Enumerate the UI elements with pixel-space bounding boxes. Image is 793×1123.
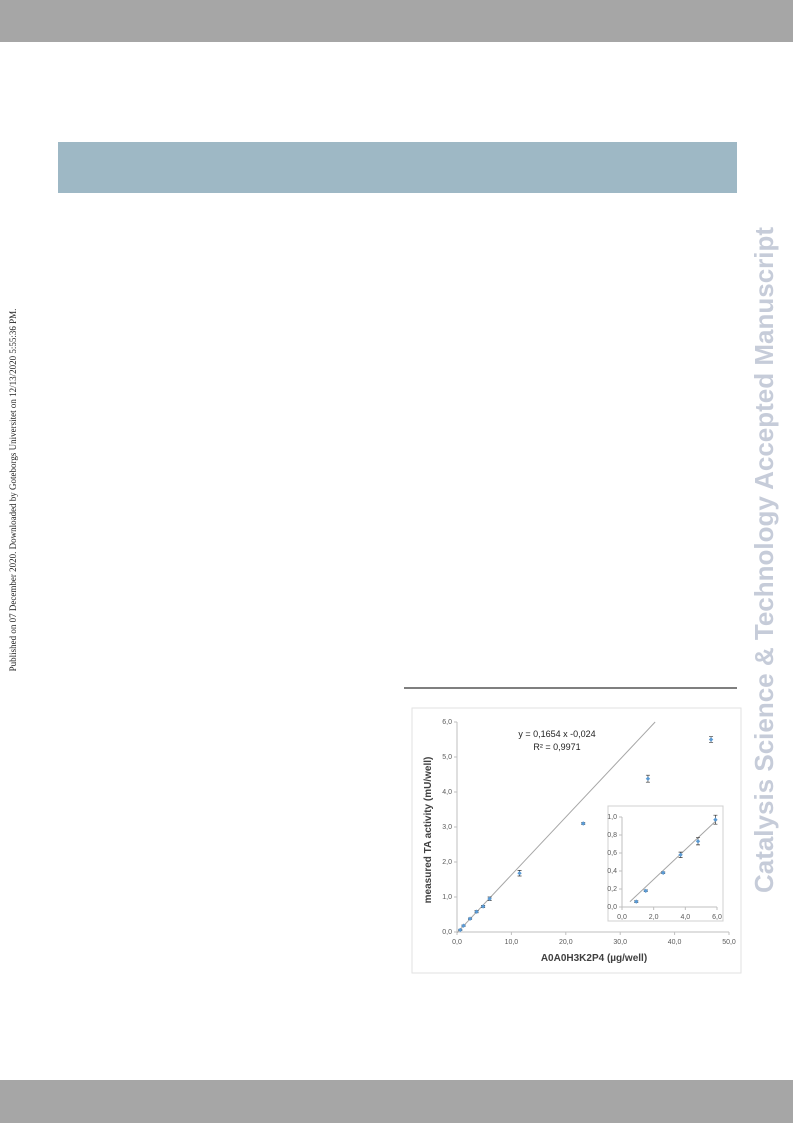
point bbox=[461, 923, 466, 928]
point bbox=[581, 821, 586, 826]
point bbox=[517, 871, 522, 876]
x-tick-label: 2,0 bbox=[649, 914, 659, 921]
point bbox=[713, 817, 718, 822]
y-tick-label: 6,0 bbox=[442, 719, 452, 726]
point bbox=[643, 888, 648, 893]
header-band bbox=[58, 142, 737, 193]
point bbox=[695, 839, 701, 844]
y-axis-title: measured TA activity (mU/well) bbox=[423, 757, 434, 904]
point bbox=[467, 916, 473, 921]
y-tick-label: 0,2 bbox=[607, 886, 617, 893]
x-tick-label: 4,0 bbox=[680, 914, 690, 921]
top-bar bbox=[0, 0, 793, 42]
y-tick-label: 2,0 bbox=[442, 859, 452, 866]
x-tick-label: 20,0 bbox=[559, 939, 573, 946]
point bbox=[645, 776, 651, 781]
y-tick-label: 5,0 bbox=[442, 754, 452, 761]
y-tick-label: 0,4 bbox=[607, 868, 617, 875]
y-tick-label: 3,0 bbox=[442, 824, 452, 831]
point bbox=[487, 896, 492, 901]
watermark: Catalysis Science & Technology Accepted … bbox=[749, 227, 779, 893]
y-tick-label: 0,6 bbox=[607, 850, 617, 857]
y-tick-label: 4,0 bbox=[442, 789, 452, 796]
y-tick-label: 0,8 bbox=[607, 832, 617, 839]
point bbox=[634, 899, 639, 904]
x-tick-label: 30,0 bbox=[613, 939, 627, 946]
point bbox=[480, 904, 486, 909]
bottom-bar bbox=[0, 1080, 793, 1123]
y-tick-label: 1,0 bbox=[442, 894, 452, 901]
x-tick-label: 6,0 bbox=[712, 914, 722, 921]
x-tick-label: 0,0 bbox=[617, 914, 627, 921]
x-tick-label: 10,0 bbox=[505, 939, 519, 946]
trend-equation: y = 0,1654 x -0,024 bbox=[518, 729, 595, 739]
point bbox=[458, 927, 463, 933]
y-tick-label: 0,0 bbox=[442, 929, 452, 936]
inset-frame bbox=[607, 805, 724, 922]
x-tick-label: 0,0 bbox=[452, 939, 462, 946]
y-tick-label: 0,0 bbox=[607, 904, 617, 911]
point bbox=[660, 870, 666, 875]
x-tick-label: 50,0 bbox=[722, 939, 736, 946]
y-tick-label: 1,0 bbox=[607, 814, 617, 821]
x-axis-title: A0A0H3K2P4 (µg/well) bbox=[541, 953, 647, 964]
side-note: Published on 07 December 2020. Downloade… bbox=[8, 309, 18, 672]
point bbox=[708, 737, 714, 742]
trendline bbox=[629, 819, 718, 903]
x-tick-label: 40,0 bbox=[668, 939, 682, 946]
r-squared: R² = 0,9971 bbox=[533, 742, 580, 752]
point bbox=[474, 909, 479, 914]
point bbox=[678, 852, 683, 857]
